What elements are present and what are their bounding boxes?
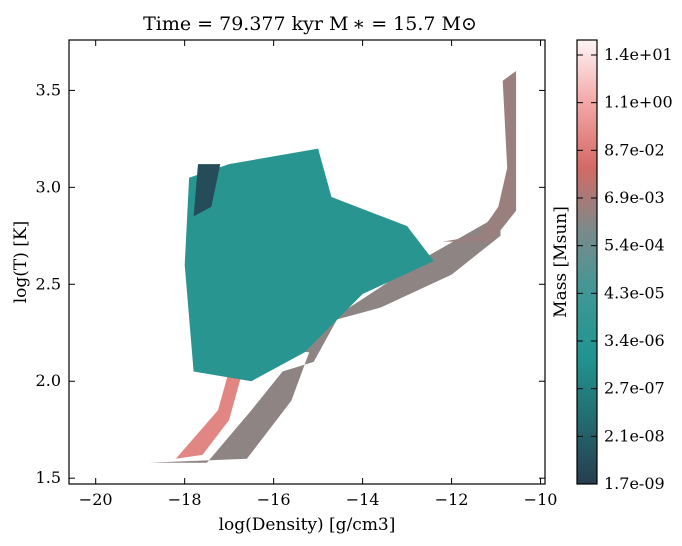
heatmap-regions <box>149 71 517 463</box>
heatmap-region-3 <box>193 164 221 217</box>
y-tick-label: 3.5 <box>36 80 61 99</box>
colorbar-label: Mass [Msun] <box>551 206 571 318</box>
x-tick-label: −18 <box>168 490 202 509</box>
y-axis-ticks: 1.5 2.0 2.5 3.0 3.5 <box>36 80 545 487</box>
colorbar: 1.7e-09 2.1e-08 2.7e-07 3.4e-06 4.3e-05 5.4e-… <box>551 39 673 493</box>
x-tick-label: −10 <box>524 490 558 509</box>
x-tick-label: −14 <box>346 490 380 509</box>
colorbar-ticks: 1.7e-09 2.1e-08 2.7e-07 3.4e-06 4.3e-05 5.4e-… <box>577 45 673 493</box>
colorbar-gradient <box>576 39 598 485</box>
heatmap-region-4 <box>442 71 517 242</box>
y-tick-label: 2.5 <box>36 274 61 293</box>
y-tick-label: 1.5 <box>36 468 61 487</box>
colorbar-tick-label: 1.4e+01 <box>604 45 673 64</box>
colorbar-tick-label: 3.4e-06 <box>604 331 665 350</box>
colorbar-tick-label: 1.7e-09 <box>604 474 665 493</box>
colorbar-tick-label: 8.7e-02 <box>604 140 665 159</box>
heatmap-region-2 <box>184 148 434 382</box>
colorbar-tick-label: 2.1e-08 <box>604 426 665 445</box>
colorbar-tick-label: 2.7e-07 <box>604 379 665 398</box>
x-axis-label: log(Density) [g/cm3] <box>219 515 396 535</box>
colorbar-tick-label: 6.9e-03 <box>604 188 665 207</box>
colorbar-tick-label: 1.1e+00 <box>604 93 673 112</box>
y-tick-label: 3.0 <box>36 177 61 196</box>
y-axis-label: log(T) [K] <box>11 221 31 304</box>
x-tick-label: −20 <box>79 490 113 509</box>
colorbar-tick-label: 5.4e-04 <box>604 236 665 255</box>
chart-title: Time = 79.377 kyr M ∗ = 15.7 M⊙ <box>143 13 477 35</box>
x-tick-label: −16 <box>257 490 291 509</box>
plot-area <box>149 71 517 463</box>
x-axis-ticks: −20 −18 −16 −14 −12 −10 <box>79 40 558 509</box>
colorbar-tick-label: 4.3e-05 <box>604 283 665 302</box>
heatmap-region-1 <box>175 361 243 459</box>
plot-frame <box>68 39 546 485</box>
x-tick-label: −12 <box>435 490 469 509</box>
y-tick-label: 2.0 <box>36 371 61 390</box>
